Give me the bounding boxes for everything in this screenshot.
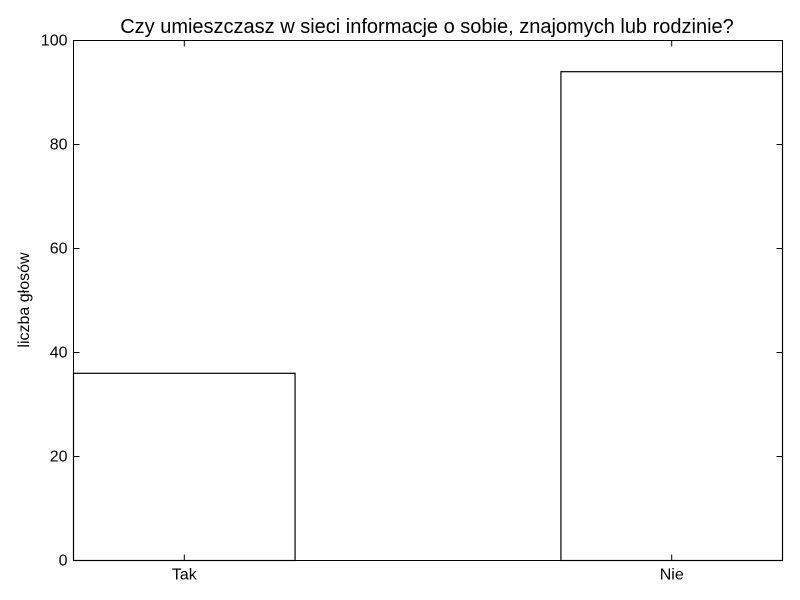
x-tick-label: Nie [660,567,684,584]
chart-title: Czy umieszczasz w sieci informacje o sob… [120,16,734,38]
y-tick-label: 100 [41,33,68,50]
y-tick-label: 20 [50,449,68,466]
bars-group [72,71,784,562]
plot-frame [73,40,783,561]
bar-nie [560,71,784,562]
y-ticks-group: 0 20 40 60 80 100 [41,33,783,570]
x-tick-label: Tak [172,567,198,584]
bar-tak [72,372,296,562]
y-tick-label: 60 [50,241,68,258]
y-axis-label: liczba głosów [16,252,33,348]
y-tick-label: 0 [59,553,68,570]
x-ticks-group: Tak Nie [172,40,684,584]
y-tick-label: 80 [50,137,68,154]
y-tick-label: 40 [50,345,68,362]
